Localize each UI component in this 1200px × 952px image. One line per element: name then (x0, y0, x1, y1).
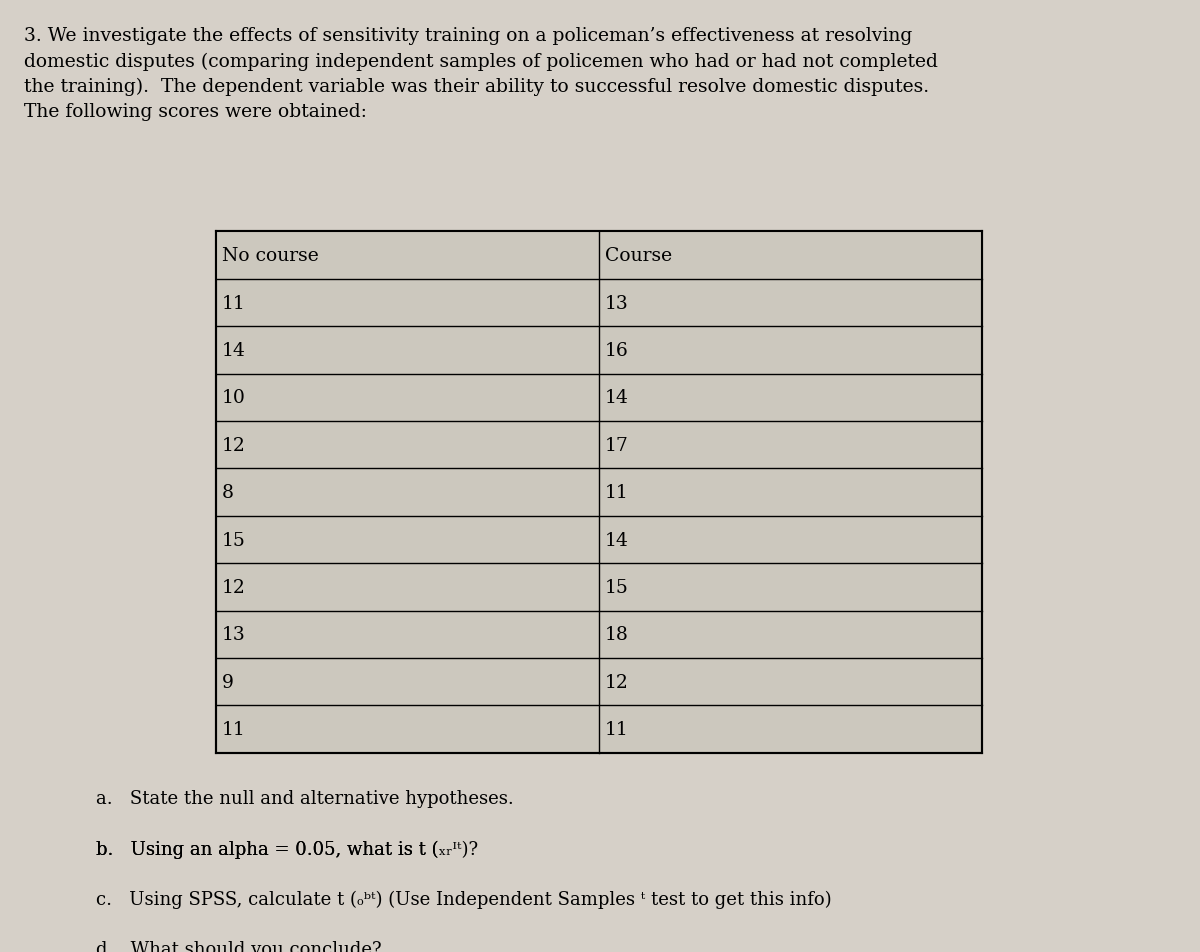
Text: 11: 11 (222, 721, 245, 739)
Text: No course: No course (222, 247, 318, 265)
Text: 12: 12 (222, 578, 246, 596)
Text: 13: 13 (605, 294, 629, 312)
Text: 11: 11 (605, 721, 629, 739)
Text: 12: 12 (222, 436, 246, 454)
Text: 11: 11 (605, 484, 629, 502)
Text: a.   State the null and alternative hypotheses.: a. State the null and alternative hypoth… (96, 789, 514, 807)
Text: d.   What should you conclude?: d. What should you conclude? (96, 940, 382, 952)
Text: b.   Using an alpha = 0.05, what is t (ₓᵣᴵᵗ)?: b. Using an alpha = 0.05, what is t (ₓᵣᴵ… (96, 840, 478, 858)
Text: 15: 15 (222, 531, 246, 549)
Text: 14: 14 (605, 531, 629, 549)
Text: Course: Course (605, 247, 672, 265)
Text: 15: 15 (605, 578, 629, 596)
Text: 18: 18 (605, 625, 629, 644)
Text: 12: 12 (605, 673, 629, 691)
Text: b.   Using an alpha = 0.05, what is t (: b. Using an alpha = 0.05, what is t ( (96, 840, 438, 858)
Text: 8: 8 (222, 484, 234, 502)
Text: 10: 10 (222, 389, 246, 407)
Text: 3. We investigate the effects of sensitivity training on a policeman’s effective: 3. We investigate the effects of sensiti… (24, 28, 938, 121)
FancyBboxPatch shape (216, 232, 982, 753)
Text: 9: 9 (222, 673, 234, 691)
Text: 13: 13 (222, 625, 245, 644)
Text: 17: 17 (605, 436, 629, 454)
Text: 14: 14 (605, 389, 629, 407)
Text: 11: 11 (222, 294, 245, 312)
Text: 14: 14 (222, 342, 246, 360)
Text: 16: 16 (605, 342, 629, 360)
Text: c.   Using SPSS, calculate t (ₒᵇᵗ) (Use Independent Samples ᵗ test to get this i: c. Using SPSS, calculate t (ₒᵇᵗ) (Use In… (96, 889, 832, 908)
FancyBboxPatch shape (216, 232, 982, 280)
